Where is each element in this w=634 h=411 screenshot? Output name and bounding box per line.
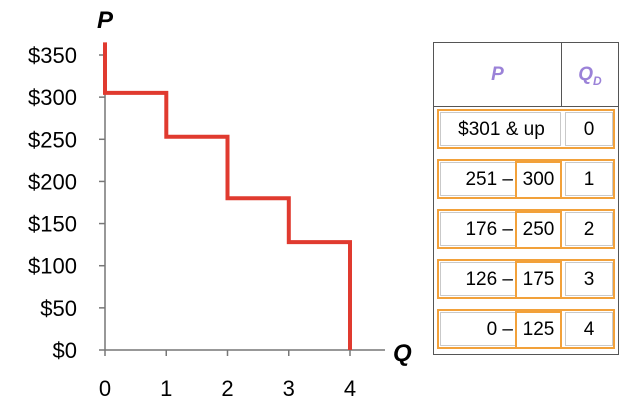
row-highlight-frame: $301 & up 0 — [437, 109, 615, 149]
price-cell: $301 & up — [440, 112, 561, 146]
table-header: P QD — [434, 43, 618, 107]
price-cell: 176 –250 — [440, 211, 562, 249]
x-tick-label: 1 — [160, 376, 172, 401]
x-tick-label: 3 — [283, 376, 295, 401]
price-range-high: 300 — [515, 161, 562, 199]
quantity-cell: 2 — [565, 212, 613, 246]
y-tick-label: $200 — [28, 169, 77, 194]
price-range-low: 176 – — [465, 219, 513, 240]
price-value: $301 & up — [458, 119, 545, 140]
price-range-low: 126 – — [465, 269, 513, 290]
table-row: 126 –175 3 — [434, 256, 618, 306]
price-range-high: 125 — [515, 311, 562, 349]
header-price: P — [434, 43, 562, 106]
price-range-low: 0 – — [486, 319, 513, 340]
y-tick-label: $250 — [28, 127, 77, 152]
y-tick-label: $300 — [28, 85, 77, 110]
y-tick-label: $350 — [28, 43, 77, 68]
x-ticks: 0 1 2 3 4 — [99, 350, 356, 401]
row-highlight-frame: 176 –250 2 — [437, 209, 615, 249]
y-axis-title: P — [97, 7, 114, 34]
demand-step-chart: P Q $0 $50 $100 $150 $200 $250 $300 $350 0 1 2 3 4 — [28, 7, 412, 401]
quantity-cell: 1 — [565, 162, 613, 196]
demand-step-line — [103, 42, 352, 350]
x-tick-label: 0 — [99, 376, 111, 401]
y-tick-label: $150 — [28, 212, 77, 237]
header-quantity-main: Q — [578, 64, 594, 85]
price-range-high: 250 — [515, 211, 562, 249]
table-row: 176 –250 2 — [434, 206, 618, 256]
x-tick-label: 2 — [221, 376, 233, 401]
x-tick-label: 4 — [344, 376, 356, 401]
price-cell: 126 –175 — [440, 261, 562, 299]
quantity-cell: 3 — [565, 262, 613, 296]
header-quantity-subscript: D — [593, 73, 602, 88]
price-range-low: 251 – — [465, 169, 513, 190]
demand-schedule-table: P QD $301 & up 0 251 –300 1 176 –250 2 126 –17… — [433, 42, 619, 355]
y-ticks: $0 $50 $100 $150 $200 $250 $300 $350 — [28, 43, 105, 363]
row-highlight-frame: 126 –175 3 — [437, 259, 615, 299]
row-highlight-frame: 251 –300 1 — [437, 159, 615, 199]
table-row: 251 –300 1 — [434, 156, 618, 206]
chart-series — [103, 42, 352, 350]
y-tick-label: $100 — [28, 254, 77, 279]
price-cell: 0 –125 — [440, 311, 562, 349]
table-row: 0 –125 4 — [434, 306, 618, 356]
quantity-cell: 0 — [565, 112, 613, 146]
price-cell: 251 –300 — [440, 161, 562, 199]
price-range-high: 175 — [515, 261, 562, 299]
table-row: $301 & up 0 — [434, 106, 618, 156]
quantity-cell: 4 — [565, 312, 613, 346]
y-tick-label: $50 — [40, 296, 77, 321]
header-quantity-demanded: QD — [562, 43, 618, 106]
row-highlight-frame: 0 –125 4 — [437, 309, 615, 349]
y-tick-label: $0 — [53, 338, 77, 363]
x-axis-title: Q — [393, 340, 412, 367]
